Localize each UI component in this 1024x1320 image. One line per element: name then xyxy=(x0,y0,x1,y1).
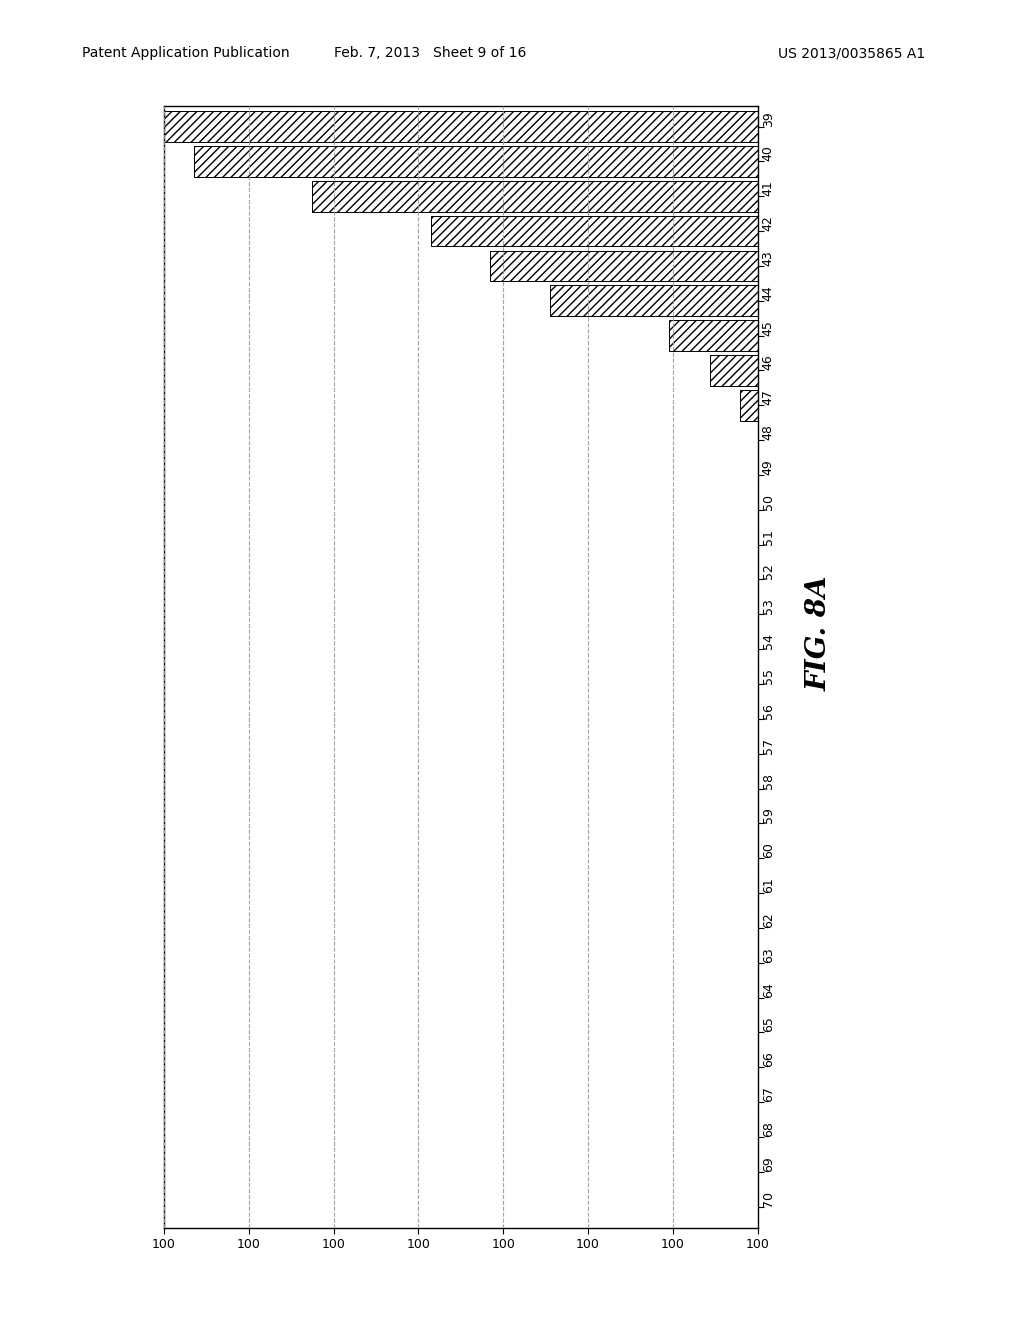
Bar xyxy=(312,181,758,211)
Bar xyxy=(194,147,758,177)
Bar xyxy=(431,215,758,247)
Bar xyxy=(711,355,758,385)
Text: FIG. 8A: FIG. 8A xyxy=(806,576,833,692)
Bar xyxy=(550,285,758,315)
Text: Feb. 7, 2013   Sheet 9 of 16: Feb. 7, 2013 Sheet 9 of 16 xyxy=(334,46,526,61)
Bar xyxy=(669,321,758,351)
Bar xyxy=(740,389,758,421)
Text: Patent Application Publication: Patent Application Publication xyxy=(82,46,290,61)
Text: US 2013/0035865 A1: US 2013/0035865 A1 xyxy=(778,46,926,61)
Bar xyxy=(490,251,758,281)
Bar xyxy=(164,111,758,141)
